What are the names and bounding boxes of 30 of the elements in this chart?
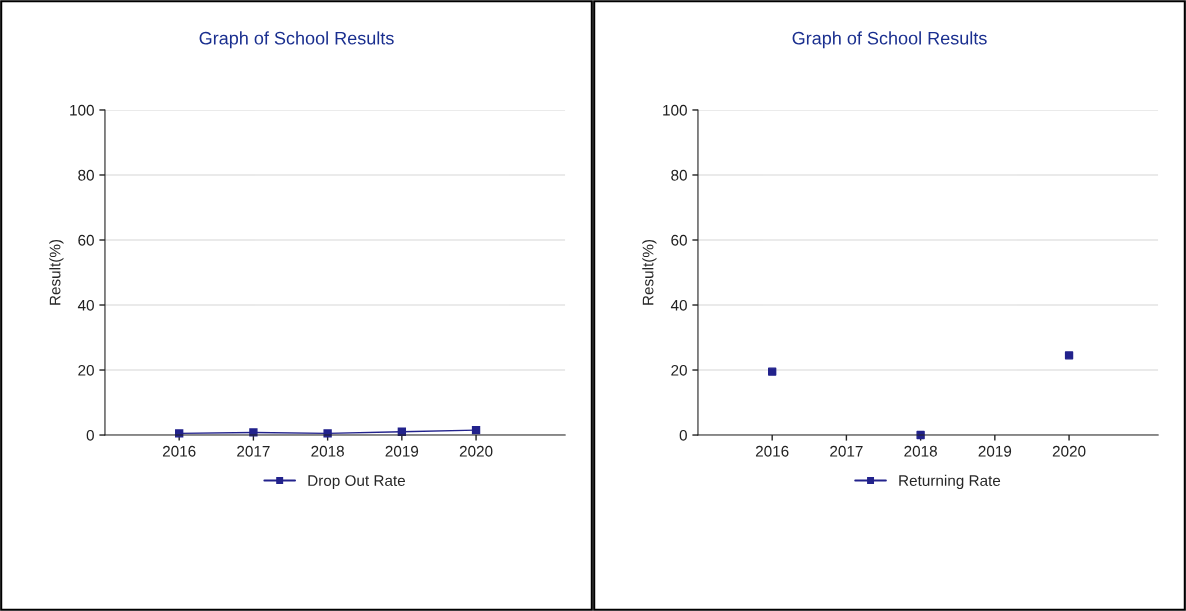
y-tick-label: 80 — [78, 169, 94, 181]
chart-title: Graph of School Results — [199, 31, 394, 49]
x-tick-label: 2016 — [755, 445, 789, 457]
x-tick-label: 2018 — [904, 445, 937, 457]
point — [1064, 351, 1074, 360]
x-tick-label: 2017 — [237, 445, 270, 457]
legend-label: Returning Rate — [899, 474, 1001, 490]
x-tick-label: 2017 — [830, 445, 863, 457]
y-tick-label: 40 — [670, 299, 687, 311]
x-tick-label: 2020 — [1052, 445, 1086, 457]
y-axis-title: Result(%) — [49, 239, 64, 305]
x-tick-label: 2019 — [385, 445, 419, 457]
point — [768, 367, 777, 376]
y-tick-label: 40 — [77, 299, 94, 311]
y-tick-label: 100 — [70, 104, 94, 116]
y-tick-label: 100 — [663, 104, 687, 116]
y-axis-title: Result(%) — [642, 239, 657, 305]
y-tick-label: 60 — [671, 234, 687, 246]
legend-label: Drop Out Rate — [308, 475, 406, 490]
x-tick-label: 2020 — [459, 445, 493, 457]
x-tick-label: 2016 — [162, 445, 196, 457]
x-tick-label: 2018 — [311, 445, 344, 457]
y-tick-label: 0 — [86, 429, 94, 441]
y-tick-label: 20 — [78, 364, 94, 376]
x-tick-label: 2019 — [978, 445, 1012, 457]
chart-title: Graph of School Results — [792, 31, 987, 49]
y-tick-label: 20 — [671, 364, 687, 376]
y-tick-label: 0 — [679, 429, 687, 441]
y-tick-label: 60 — [78, 234, 94, 246]
y-tick-label: 80 — [671, 169, 687, 181]
